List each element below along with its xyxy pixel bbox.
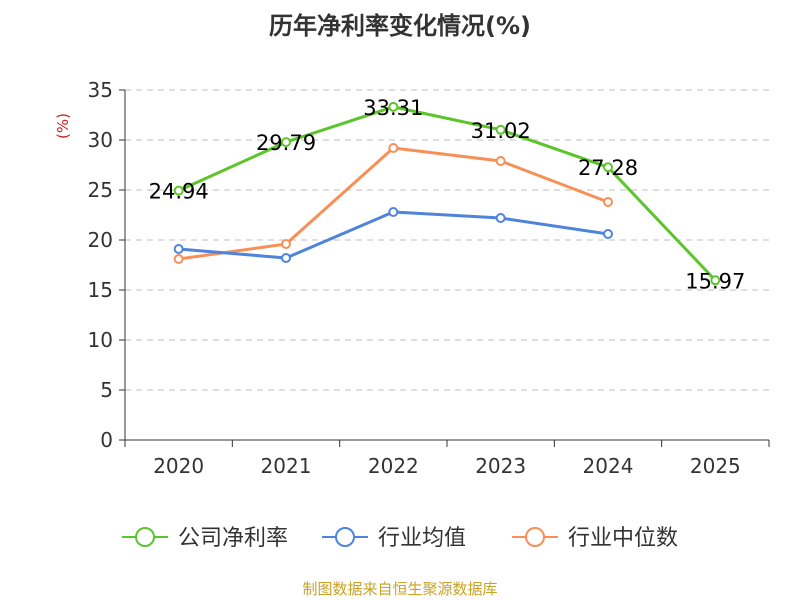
series-point-0	[281, 137, 291, 148]
x-tick-label: 2021	[261, 454, 312, 478]
series-point-1	[388, 207, 399, 217]
series-point-1	[495, 213, 506, 223]
chart-title: 历年净利率变化情况(%)	[269, 12, 531, 40]
legend-swatch-marker	[335, 527, 355, 547]
series-point-2	[495, 156, 506, 166]
series-point-2	[603, 197, 613, 207]
series-point-0	[495, 124, 506, 135]
y-tick-label: 35	[88, 78, 113, 102]
series-point-2	[281, 239, 291, 249]
y-tick-label: 15	[88, 278, 113, 302]
data-label: 24.94	[149, 180, 209, 204]
series-point-0	[388, 101, 399, 112]
x-tick-label: 2020	[153, 454, 204, 478]
y-tick-label: 0	[100, 428, 113, 452]
series-line-2	[177, 146, 610, 261]
data-label: 15.97	[685, 269, 745, 293]
series-point-0	[603, 162, 613, 173]
data-label: 31.02	[471, 119, 531, 143]
y-tick-label: 25	[88, 178, 113, 202]
legend: 公司净利率 行业均值 行业中位数	[122, 526, 678, 551]
legend-item-label: 公司净利率	[178, 526, 288, 551]
source-footer: 制图数据来自恒生聚源数据库	[302, 580, 498, 598]
series-point-1	[281, 253, 291, 263]
series-point-2	[173, 254, 184, 264]
legend-swatch-marker	[135, 527, 155, 547]
data-label: 29.79	[256, 131, 316, 155]
y-axis-unit-label: (%)	[54, 113, 72, 139]
data-labels: 24.94 29.79 33.31 31.02 27.28 15.97	[149, 96, 746, 293]
series-point-1	[173, 244, 184, 254]
y-tick-label: 30	[88, 128, 113, 152]
series-lines	[173, 101, 721, 286]
data-label: 33.31	[363, 96, 423, 120]
data-label: 27.28	[578, 156, 638, 180]
grid-lines	[125, 89, 769, 391]
series-point-0	[173, 185, 184, 196]
series-point-1	[603, 229, 613, 239]
y-tick-label: 5	[100, 378, 113, 402]
y-tick-label: 10	[88, 328, 113, 352]
y-tick-label: 20	[88, 228, 113, 252]
legend-item-label: 行业均值	[378, 526, 466, 551]
series-point-2	[388, 143, 399, 153]
legend-item-label: 行业中位数	[568, 526, 678, 551]
x-tick-label: 2022	[368, 454, 419, 478]
x-tick-label: 2025	[690, 454, 741, 478]
x-tick-label: 2024	[583, 454, 634, 478]
series-point-0	[710, 275, 721, 286]
x-tick-label: 2023	[475, 454, 526, 478]
legend-swatch-marker	[525, 527, 545, 547]
series-line-0	[177, 105, 717, 282]
